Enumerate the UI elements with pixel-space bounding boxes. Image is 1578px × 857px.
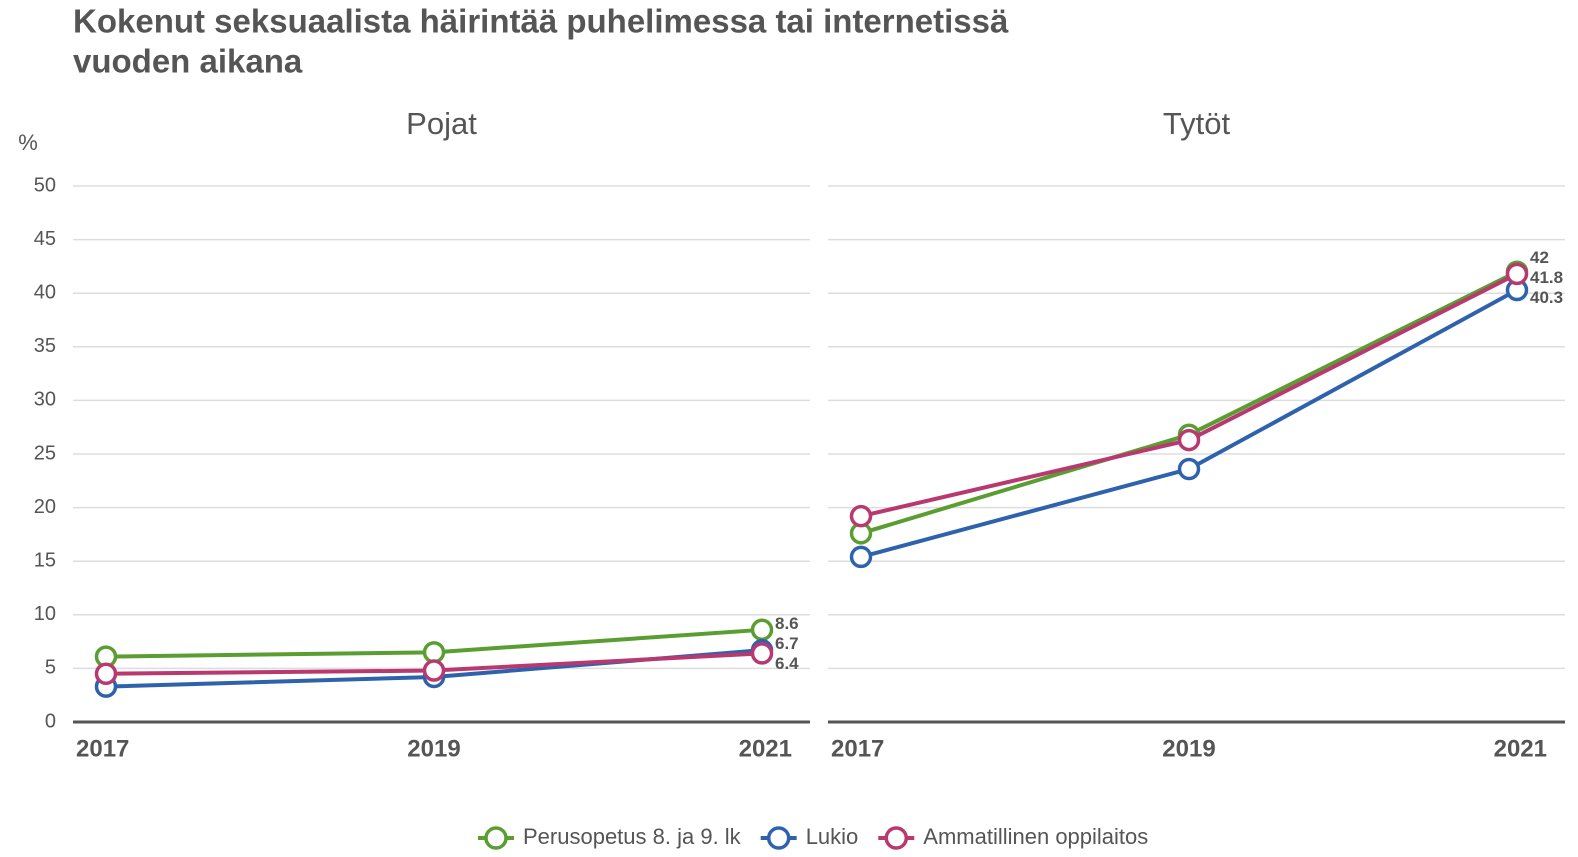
data-point <box>1177 457 1201 481</box>
y-tick-label: 15 <box>34 549 56 571</box>
chart-title: Kokenut seksuaalista häirintää puhelimes… <box>73 3 1009 40</box>
legend-marker <box>766 826 791 850</box>
legend-label: Ammatillinen oppilaitos <box>923 824 1148 849</box>
y-tick-label: 40 <box>34 281 56 303</box>
y-tick-label: 5 <box>45 657 56 679</box>
data-point <box>750 618 774 642</box>
y-tick-label: 35 <box>34 335 56 357</box>
y-tick-label: 0 <box>45 710 56 732</box>
data-label: 8.6 <box>775 614 799 633</box>
data-point <box>422 641 446 664</box>
data-label: 41.8 <box>1530 268 1563 287</box>
legend: Perusopetus 8. ja 9. lk Lukio Ammatillinen… <box>478 824 1148 850</box>
legend-label: Lukio <box>806 824 859 849</box>
legend-marker <box>484 826 508 850</box>
y-tick-label: 25 <box>34 442 56 464</box>
y-tick-label: 20 <box>34 496 56 518</box>
x-tick-label: 2021 <box>739 735 792 762</box>
x-tick-label: 2021 <box>1494 735 1547 762</box>
x-tick-label: 2019 <box>407 735 460 762</box>
x-tick-label: 2017 <box>831 735 884 762</box>
data-point <box>1177 428 1201 452</box>
x-tick-label: 2017 <box>76 735 129 762</box>
y-tick-label: 45 <box>34 228 56 250</box>
panel-title: Tytöt <box>1163 106 1231 141</box>
legend-label: Perusopetus 8. ja 9. lk <box>523 824 742 849</box>
chart-title: vuoden aikana <box>73 43 303 80</box>
data-label: 40.3 <box>1530 288 1563 307</box>
data-point <box>94 662 118 686</box>
data-point <box>849 504 873 528</box>
x-tick-label: 2019 <box>1162 735 1215 762</box>
panel-title: Pojat <box>406 106 477 141</box>
data-point <box>422 659 446 682</box>
data-point <box>1505 262 1529 286</box>
y-tick-label: 30 <box>34 389 56 411</box>
data-label: 6.4 <box>775 654 799 673</box>
y-axis-label: % <box>18 130 38 155</box>
data-label: 6.7 <box>775 634 799 653</box>
y-tick-label: 10 <box>34 603 56 625</box>
series-line <box>860 288 1518 559</box>
data-point <box>750 642 774 665</box>
y-tick-label: 50 <box>34 174 56 196</box>
legend-marker <box>884 826 909 850</box>
data-label: 42 <box>1530 248 1549 267</box>
data-point <box>849 545 873 569</box>
